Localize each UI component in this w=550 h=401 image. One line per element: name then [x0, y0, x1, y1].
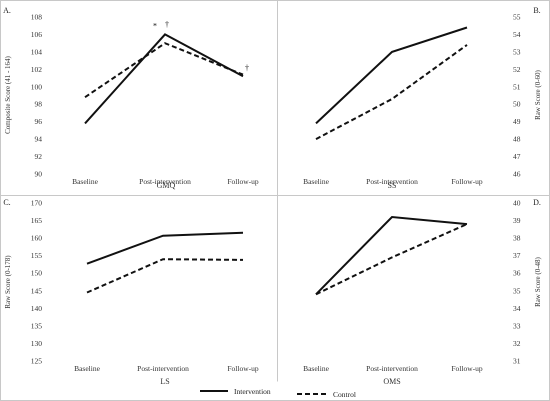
y-tick-label: 94 [35, 135, 43, 144]
annotation-mark: * [153, 22, 157, 31]
series-line-control-ls [86, 258, 244, 294]
chart-oms: D. 31 32 33 34 35 36 37 38 39 40 Raw Score (0-48) Ba… [303, 198, 542, 386]
y-tick-label: 135 [31, 321, 43, 330]
y-tick-label: 102 [31, 65, 43, 74]
y-tick-label: 96 [35, 117, 43, 126]
series-line-control-gmq [84, 42, 244, 99]
y-tick-label: 48 [513, 135, 521, 144]
subplot-title-ss: SS [388, 181, 397, 190]
panel-letter-gmq: A. [3, 6, 11, 15]
y-axis-title-gmq: Composite Score (41 - 164) [4, 55, 12, 133]
y-tick-label: 106 [31, 30, 43, 39]
panel-letter-ss: B. [533, 6, 540, 15]
y-tick-label: 32 [513, 339, 521, 348]
x-tick-label-follow-up: Follow-up [227, 177, 259, 186]
x-tick-label-baseline: Baseline [74, 364, 100, 373]
y-tick-label: 35 [513, 286, 521, 295]
x-tick-label-baseline: Baseline [303, 364, 329, 373]
y-tick-label: 37 [513, 251, 521, 260]
y-tick-label: 39 [513, 216, 521, 225]
panel-letter-oms: D. [533, 198, 541, 207]
y-tick-label: 40 [513, 199, 521, 208]
x-tick-label-follow-up: Follow-up [451, 364, 483, 373]
y-tick-label: 54 [513, 30, 521, 39]
y-tick-label: 51 [513, 82, 521, 91]
y-tick-label: 31 [513, 357, 521, 366]
y-tick-label: 92 [35, 152, 43, 161]
y-tick-label: 125 [31, 357, 43, 366]
x-tick-label-follow-up: Follow-up [227, 364, 259, 373]
annotation-mark: † [165, 20, 169, 29]
y-tick-label: 145 [31, 286, 43, 295]
y-tick-label: 49 [513, 117, 521, 126]
panel-letter-ls: C. [3, 198, 10, 207]
legend: Intervention Control [200, 387, 356, 399]
subplot-title-gmq: GMQ [157, 181, 176, 190]
y-axis-title-oms: Raw Score (0-48) [534, 256, 542, 306]
y-tick-label: 98 [35, 100, 43, 109]
legend-label-intervention: Intervention [234, 387, 271, 396]
y-tick-label: 53 [513, 47, 521, 56]
y-tick-label: 150 [31, 269, 43, 278]
y-tick-label: 170 [31, 199, 43, 208]
y-tick-label: 38 [513, 234, 521, 243]
y-tick-label: 160 [31, 234, 43, 243]
y-tick-label: 50 [513, 100, 521, 109]
y-tick-label: 165 [31, 216, 43, 225]
annotation-mark: † [245, 64, 249, 73]
x-tick-label-post-intervention: Post-intervention [137, 364, 189, 373]
y-tick-label: 52 [513, 65, 521, 74]
y-tick-label: 33 [513, 321, 521, 330]
series-line-control-oms [315, 223, 468, 296]
y-tick-label: 104 [31, 47, 43, 56]
y-tick-label: 140 [31, 304, 43, 313]
legend-label-control: Control [333, 390, 356, 399]
y-tick-label: 108 [31, 13, 43, 22]
chart-panels: A. 90 92 94 96 98 100 102 104 106 108 Composite Sco… [3, 6, 542, 386]
series-line-intervention-ls [86, 231, 244, 265]
y-axis-title-ss: Raw Score (0-60) [534, 69, 542, 119]
x-tick-label-post-intervention: Post-intervention [366, 177, 418, 186]
y-tick-label: 47 [513, 152, 521, 161]
series-line-control-ss [315, 44, 468, 140]
y-tick-label: 34 [513, 304, 521, 313]
chart-ss: B. 46 47 48 49 50 51 52 53 54 55 Raw Score (0-60) Ba… [303, 6, 542, 190]
x-tick-label-follow-up: Follow-up [451, 177, 483, 186]
y-tick-label: 130 [31, 339, 43, 348]
chart-gmq: A. 90 92 94 96 98 100 102 104 106 108 Composite Sco… [3, 6, 259, 190]
series-line-intervention-oms [315, 215, 468, 296]
y-tick-label: 46 [513, 170, 521, 179]
chart-ls: C. 125 130 135 140 145 150 155 160 165 170 Raw Scor… [3, 198, 259, 386]
x-tick-label-post-intervention: Post-intervention [366, 364, 418, 373]
y-tick-label: 155 [31, 251, 43, 260]
y-tick-label: 36 [513, 269, 521, 278]
y-tick-label: 55 [513, 13, 521, 22]
y-tick-label: 90 [35, 170, 43, 179]
x-tick-label-post-intervention: Post-intervention [139, 177, 191, 186]
subplot-title-oms: OMS [383, 377, 400, 386]
y-axis-title-ls: Raw Score (0-178) [4, 255, 12, 309]
x-tick-label-baseline: Baseline [72, 177, 98, 186]
y-tick-label: 100 [31, 82, 43, 91]
series-line-intervention-ss [315, 26, 468, 125]
series-line-intervention-gmq [84, 33, 244, 125]
subplot-title-ls: LS [160, 377, 169, 386]
x-tick-label-baseline: Baseline [303, 177, 329, 186]
